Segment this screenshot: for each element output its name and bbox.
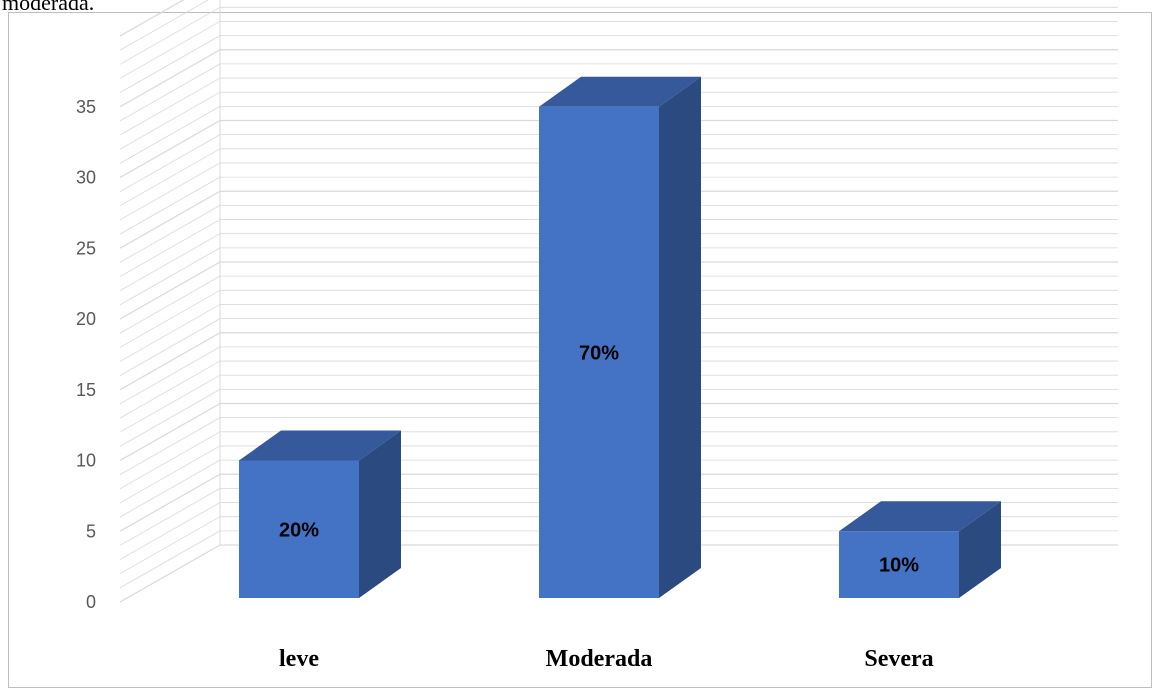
side-gridline [119, 106, 221, 164]
side-gridline [119, 134, 221, 192]
bar-top-face [539, 76, 701, 107]
side-gridline [119, 148, 221, 207]
side-gridline [119, 417, 221, 475]
side-gridline [119, 346, 221, 405]
side-gridline [119, 431, 221, 490]
side-gridline [119, 176, 221, 235]
side-gridline [119, 275, 221, 334]
side-gridline [119, 247, 221, 306]
bars: 20% 70% 10% [239, 76, 1001, 598]
side-gridline [119, 360, 221, 419]
bar-moderada: 70% [539, 76, 701, 598]
side-gridline [119, 473, 221, 532]
side-gridline [119, 190, 221, 249]
category-label: Moderada [546, 646, 653, 672]
bar-severa: 10% [839, 501, 1001, 598]
side-gridline [119, 544, 221, 603]
side-gridline [119, 205, 221, 263]
bar-front-face [839, 531, 959, 598]
y-tick-label: 35 [76, 97, 96, 117]
side-gridline [119, 488, 221, 546]
side-gridline [119, 21, 221, 79]
y-tick-label: 10 [76, 451, 96, 471]
bar-front-face [539, 106, 659, 598]
category-label: Severa [864, 646, 933, 672]
side-gridline [119, 374, 221, 433]
side-gridline [119, 63, 221, 122]
side-gridline [119, 6, 221, 65]
y-tick-label: 0 [86, 592, 96, 612]
side-gridline [119, 162, 221, 221]
side-gridline [119, 35, 221, 93]
side-gridline [119, 530, 221, 589]
side-gridline [119, 459, 221, 518]
side-gridline [119, 119, 221, 179]
bar-side-face [359, 430, 401, 598]
side-gridline [119, 261, 221, 320]
data-label: 10% [879, 555, 919, 577]
category-label: leve [279, 646, 319, 672]
side-gridline [119, 49, 221, 108]
bar-top-face [239, 430, 401, 461]
data-label: 20% [279, 519, 319, 541]
side-gridline [119, 445, 221, 504]
side-gridline [119, 516, 221, 575]
side-gridline [119, 91, 221, 150]
side-gridline [119, 0, 185, 37]
side-gridline [119, 77, 221, 136]
side-gridline [119, 219, 221, 277]
side-gridline [119, 289, 221, 348]
bar-leve: 20% [239, 430, 401, 598]
x-axis-categories: leve Moderada Severa [279, 646, 934, 672]
y-tick-label: 20 [76, 309, 96, 329]
y-tick-label: 25 [76, 238, 96, 258]
side-gridline [119, 0, 209, 51]
y-tick-label: 30 [76, 168, 96, 188]
y-tick-label: 5 [86, 521, 96, 541]
y-tick-label: 15 [76, 380, 96, 400]
caption-fragment: moderada. [2, 0, 95, 15]
side-gridline [119, 332, 221, 391]
bar-side-face [659, 76, 701, 598]
bar-top-face [839, 501, 1001, 532]
bar-front-face [239, 460, 359, 598]
side-gridline [119, 233, 221, 292]
side-gridline [119, 304, 221, 362]
side-gridline [119, 389, 221, 447]
side-gridline [119, 402, 221, 462]
side-gridline [119, 318, 221, 376]
bar-side-face [959, 501, 1001, 598]
y-axis-ticks: 0 5 10 15 20 25 30 35 [76, 97, 96, 612]
data-label: 70% [579, 342, 619, 364]
side-gridline [119, 502, 221, 560]
